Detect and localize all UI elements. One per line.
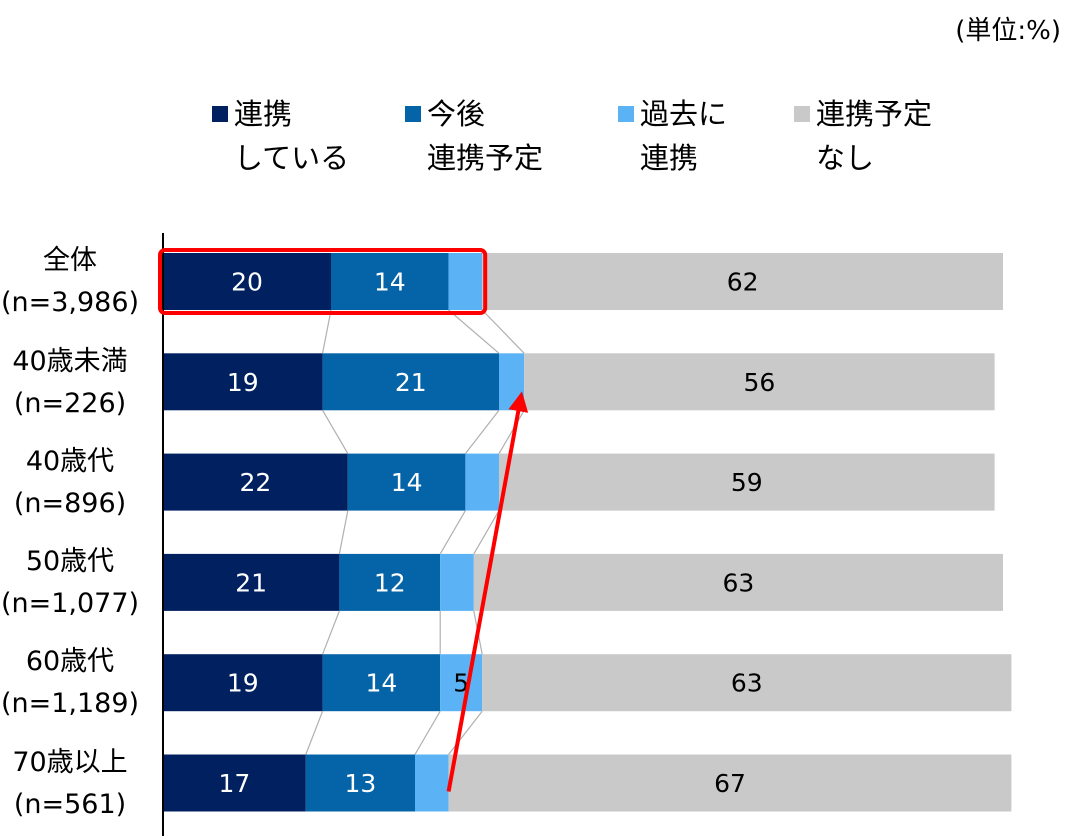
row-label-70plus: 70歳以上 (n=561)	[12, 747, 128, 820]
data-label: 62	[727, 268, 759, 297]
connector-line	[322, 309, 332, 354]
data-label: 14	[365, 669, 397, 698]
bar-segment	[347, 453, 466, 511]
legend-swatch	[618, 106, 634, 122]
connector-line	[481, 309, 525, 354]
bar-segment	[524, 353, 995, 411]
legend-swatch	[405, 106, 421, 122]
highlight-box	[158, 248, 488, 315]
data-label: 56	[743, 368, 775, 397]
connector-line	[322, 610, 340, 655]
bar-segment	[163, 353, 323, 411]
connector-line	[464, 409, 500, 454]
data-label: 21	[395, 368, 427, 397]
data-label: 63	[731, 669, 763, 698]
data-label: 19	[227, 669, 259, 698]
legend-label: している	[234, 141, 350, 175]
legend-item-none: 連携予定 なし	[794, 92, 932, 180]
bar-segment	[499, 453, 995, 511]
bar-segment	[415, 754, 449, 812]
bar-segment	[163, 754, 306, 812]
row-label-60s: 60歳代 (n=1,189)	[0, 646, 140, 719]
data-label: 17	[218, 769, 250, 798]
row-label-total: 全体 (n=3,986)	[0, 245, 140, 318]
bar-segment	[448, 253, 483, 310]
data-label: 20	[231, 268, 263, 297]
connector-line	[439, 510, 466, 555]
connector-line	[448, 309, 500, 354]
bar-segment	[482, 253, 1003, 310]
bar-segment	[473, 553, 1003, 611]
data-label: 21	[235, 568, 267, 597]
bar-segment	[448, 754, 1012, 812]
trend-arrow	[446, 391, 529, 792]
legend-label: 連携	[234, 97, 293, 131]
legend-swatch	[212, 106, 228, 122]
row-label-40s: 40歳代 (n=896)	[13, 446, 127, 519]
row-label-50s: 50歳代 (n=1,077)	[0, 546, 140, 619]
legend-swatch	[794, 106, 810, 122]
bar-segment	[331, 253, 449, 310]
connector-line	[322, 409, 349, 454]
legend-label: なし	[816, 141, 875, 175]
bar-segment	[322, 654, 441, 712]
unit-label: (単位:%)	[955, 16, 1061, 46]
data-label: 59	[731, 468, 763, 497]
legend-label: 連携予定	[816, 97, 933, 131]
connector-line	[414, 710, 441, 755]
connector-line	[305, 710, 324, 755]
bar-segment	[440, 553, 474, 611]
legend-label: 過去に	[640, 97, 728, 131]
legend-label: 連携予定	[427, 141, 544, 175]
bar-segment	[163, 553, 340, 611]
legend-label: 今後	[427, 97, 486, 131]
data-label: 14	[374, 268, 406, 297]
bar-segment	[440, 654, 483, 712]
bar-segment	[465, 453, 499, 511]
bar-segment	[339, 553, 441, 611]
bar-segment	[163, 253, 331, 310]
bar-segment	[322, 353, 499, 411]
data-label: 19	[227, 368, 259, 397]
data-label: 13	[344, 769, 376, 798]
bar-segment	[163, 453, 348, 511]
row-label-under40: 40歳未満 (n=226)	[12, 346, 128, 419]
connector-line	[448, 710, 483, 755]
bar-segment	[163, 654, 323, 712]
legend-item-past: 過去に 連携	[618, 92, 727, 180]
legend-item-linked: 連携 している	[212, 92, 349, 180]
legend-label: 連携	[640, 141, 699, 175]
connector-line	[498, 409, 525, 454]
data-label: 63	[722, 568, 754, 597]
bar-segment	[305, 754, 415, 812]
data-label: 12	[374, 568, 406, 597]
connector-line	[473, 510, 500, 555]
connector-line	[338, 510, 349, 555]
legend-item-planned: 今後 連携予定	[405, 92, 543, 180]
bar-segment	[482, 654, 1012, 712]
data-label: 22	[239, 468, 271, 497]
data-label: 14	[391, 468, 423, 497]
data-label: 67	[714, 769, 746, 798]
